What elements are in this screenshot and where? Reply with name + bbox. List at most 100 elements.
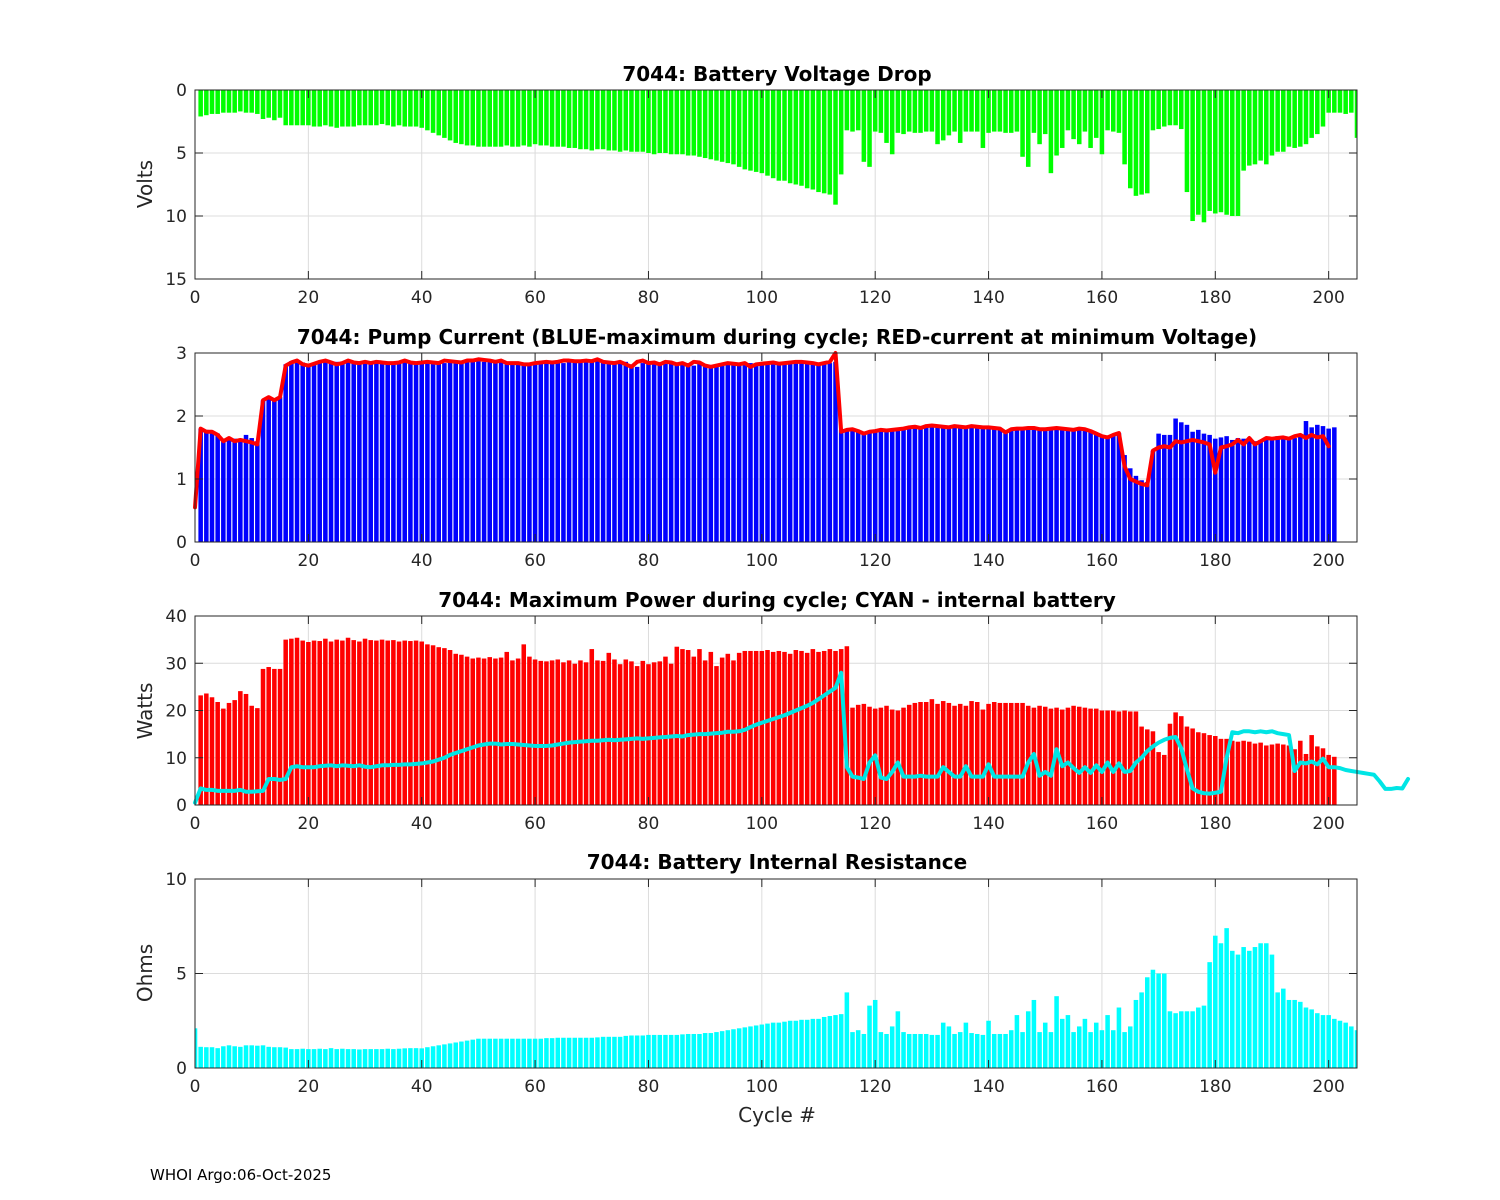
voltage-bar: [940, 90, 946, 141]
pump-current-bar: [884, 430, 889, 542]
max-power-bar: [974, 702, 980, 805]
pump-current-xtick-label: 120: [859, 551, 891, 571]
internal-resistance-bar: [821, 1016, 827, 1068]
pump-current-bar: [731, 363, 736, 542]
internal-resistance-bar: [1082, 1018, 1088, 1068]
voltage-xtick-label: 20: [298, 288, 320, 308]
voltage-bar: [515, 90, 521, 147]
max-power-xtick-label: 80: [638, 814, 660, 834]
voltage-bar: [612, 90, 617, 151]
voltage-bar: [685, 90, 691, 156]
voltage-bar: [980, 90, 986, 148]
pump-current-bar: [476, 361, 481, 542]
pump-current-bar: [595, 361, 600, 542]
internal-resistance-bar: [195, 1028, 198, 1068]
pump-current-xtick-label: 140: [972, 551, 1004, 571]
pump-current-bar: [833, 361, 838, 542]
pump-current-bar: [600, 360, 606, 542]
max-power-bar: [1224, 738, 1229, 805]
voltage-bar: [289, 90, 294, 126]
max-power-bar: [561, 662, 566, 805]
max-power-bar: [493, 658, 498, 805]
internal-resistance-bar: [691, 1033, 697, 1068]
max-power-bar: [804, 652, 810, 805]
max-power-bar: [1014, 702, 1020, 805]
max-power-bar: [544, 661, 549, 805]
voltage-bar: [833, 90, 838, 205]
voltage-bar: [260, 90, 266, 119]
max-power-bar: [1020, 702, 1025, 805]
internal-resistance-bar: [708, 1033, 714, 1068]
internal-resistance-bar: [1213, 935, 1218, 1068]
max-power-bar: [1003, 702, 1008, 805]
voltage-bar: [952, 90, 957, 132]
voltage-bar: [1076, 90, 1082, 145]
pump-current-bar: [481, 361, 487, 542]
max-power-bar: [487, 657, 493, 805]
max-power-bar: [260, 668, 266, 805]
voltage-bar: [226, 90, 232, 113]
internal-resistance-bar: [816, 1018, 821, 1068]
max-power-bar: [708, 651, 714, 805]
voltage-bar: [1071, 90, 1076, 140]
max-power-bar: [300, 640, 305, 805]
pump-current-bar: [1054, 427, 1059, 542]
voltage-xtick-label: 100: [746, 288, 778, 308]
voltage-bar: [1105, 90, 1110, 131]
voltage-bar: [1213, 90, 1218, 214]
internal-resistance-bar: [538, 1038, 544, 1068]
pump-current-bar: [850, 429, 855, 542]
voltage-bar: [572, 90, 578, 148]
internal-resistance-bar: [243, 1045, 249, 1068]
power-plot: 0 20 40 60 80 100 120 140 160 180 200 0 10 20 30 40: [165, 607, 1411, 834]
pump-current-bar: [1088, 431, 1093, 542]
max-power-bar: [442, 648, 447, 805]
internal-resistance-bar: [793, 1020, 799, 1068]
internal-resistance-xtick-label: 120: [859, 1077, 891, 1097]
pump-current-bar: [708, 365, 714, 542]
pump-current-bar: [447, 361, 453, 542]
max-power-bar: [1059, 709, 1065, 805]
voltage-bar: [623, 90, 629, 151]
max-power-bar: [646, 664, 651, 805]
max-power-bar: [895, 710, 901, 805]
voltage-bar: [1003, 90, 1008, 133]
voltage-bar: [810, 90, 816, 190]
pump-current-bar: [1252, 441, 1258, 542]
internal-resistance-bar: [895, 1011, 901, 1068]
max-power-bar: [725, 653, 731, 805]
max-power-bar: [906, 704, 912, 805]
voltage-bar: [674, 90, 680, 155]
voltage-bar: [1020, 90, 1025, 157]
voltage-bar: [1048, 90, 1054, 174]
pump-current-bar: [1275, 436, 1280, 542]
pump-current-bar: [374, 363, 379, 542]
voltage-bar: [345, 90, 351, 127]
max-power-bar: [940, 701, 946, 805]
max-power-bar: [453, 653, 458, 805]
internal-resistance-bar: [1292, 999, 1297, 1068]
voltage-bar: [1224, 90, 1229, 215]
pump-current-bar: [317, 361, 322, 542]
internal-resistance-bar: [396, 1048, 402, 1068]
voltage-bar: [1088, 90, 1093, 148]
voltage-bar: [1235, 90, 1241, 216]
voltage-bar: [765, 90, 770, 176]
voltage-bar: [702, 90, 708, 159]
voltage-bar: [963, 90, 969, 132]
max-power-bar: [328, 641, 334, 805]
pump-current-line-series: [193, 351, 1331, 510]
pump-current-bar: [1320, 426, 1326, 542]
max-power-bar: [1088, 708, 1093, 805]
internal-resistance-bar: [674, 1034, 680, 1068]
pump-current-bar: [334, 361, 339, 542]
max-power-bar: [232, 700, 237, 805]
pump-current-bar: [1241, 438, 1246, 542]
pump-current-bar: [385, 362, 390, 542]
internal-resistance-bar: [685, 1033, 691, 1068]
voltage-bar: [629, 90, 634, 152]
pump-current-xtick-label: 20: [298, 551, 320, 571]
pump-current-bar: [742, 364, 748, 542]
pump-current-xtick-label: 200: [1312, 551, 1344, 571]
